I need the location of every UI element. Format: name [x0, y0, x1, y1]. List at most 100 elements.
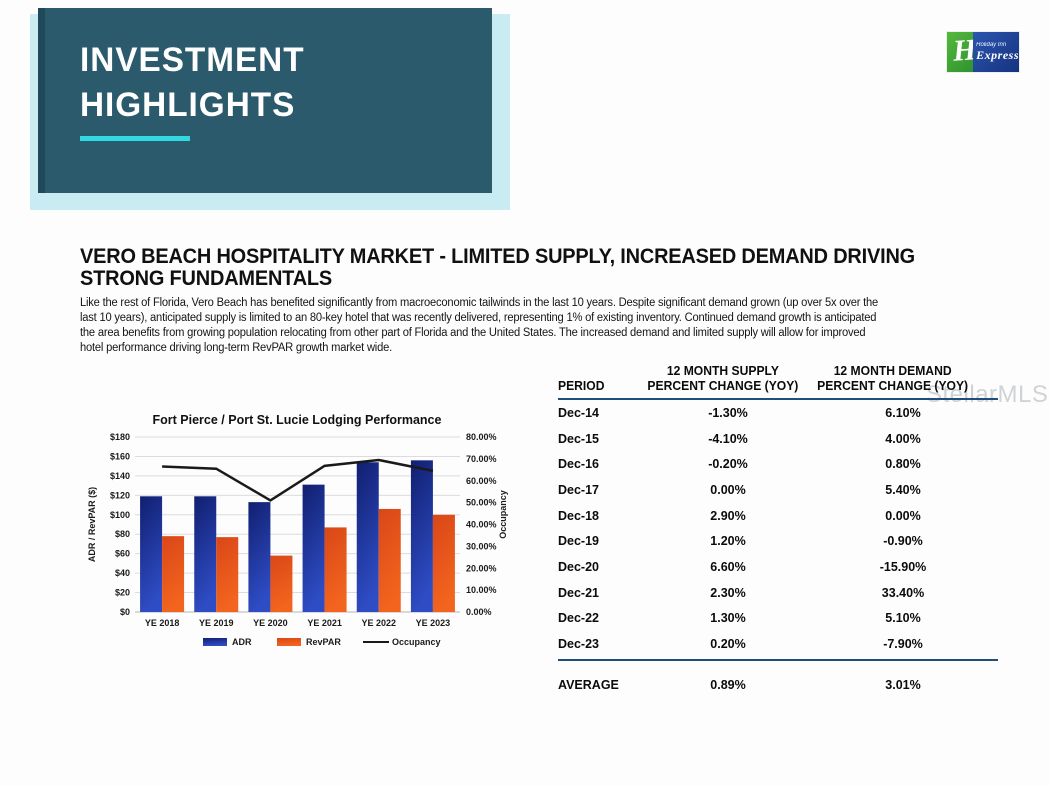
- logo-brand-express: Express: [976, 47, 1019, 62]
- banner-title-line1: INVESTMENT: [80, 41, 305, 79]
- table-row: Dec-16 -0.20% 0.80%: [558, 451, 998, 477]
- supply-cell: 6.60%: [710, 559, 746, 574]
- right-axis-tick: 80.00%: [466, 432, 497, 442]
- right-axis-tick: 70.00%: [466, 454, 497, 464]
- table-row: Dec-20 6.60% -15.90%: [558, 554, 998, 580]
- right-axis-tick: 0.00%: [466, 607, 492, 617]
- stellarmls-watermark: StellarMLS: [926, 381, 1049, 408]
- supply-cell: -4.10%: [708, 431, 748, 446]
- banner-left-edge: [38, 8, 45, 193]
- supply-cell: 0.00%: [710, 482, 746, 497]
- demand-cell: 4.00%: [885, 431, 921, 446]
- legend-label: RevPAR: [306, 637, 341, 647]
- right-axis-tick: 30.00%: [466, 541, 497, 551]
- right-axis-tick: 20.00%: [466, 563, 497, 573]
- holiday-inn-express-logo: H Holiday Inn Express: [946, 31, 1020, 73]
- table-row: Dec-19 1.20% -0.90%: [558, 528, 998, 554]
- body-line: the area benefits from growing populatio…: [80, 326, 866, 339]
- x-axis-label: YE 2022: [361, 618, 396, 628]
- banner-title: INVESTMENT HIGHLIGHTS: [80, 38, 305, 128]
- period-cell: Dec-18: [558, 508, 599, 523]
- legend-label: Occupancy: [392, 637, 441, 647]
- supply-cell: 1.30%: [710, 611, 746, 626]
- revpar-bar: [378, 508, 401, 612]
- legend-swatch-adr: [203, 638, 227, 646]
- logo-blue-panel: Holiday Inn Express: [973, 32, 1019, 72]
- left-axis-tick: $20: [115, 588, 130, 598]
- logo-brand-name: Holiday Inn: [976, 41, 1007, 48]
- revpar-bar: [432, 514, 455, 612]
- supply-demand-table: PERIOD 12 MONTH SUPPLY PERCENT CHANGE (Y…: [558, 364, 998, 692]
- average-label: AVERAGE: [558, 677, 619, 692]
- table-row: Dec-15 -4.10% 4.00%: [558, 426, 998, 452]
- section-heading: VERO BEACH HOSPITALITY MARKET - LIMITED …: [80, 245, 916, 290]
- demand-cell: -7.90%: [883, 637, 923, 652]
- revpar-bar: [162, 536, 185, 612]
- right-axis-tick: 10.00%: [466, 585, 497, 595]
- banner-title-line2: HIGHLIGHTS: [80, 86, 296, 124]
- right-axis-tick: 50.00%: [466, 498, 497, 508]
- period-cell: Dec-23: [558, 637, 599, 652]
- table-row: Dec-23 0.20% -7.90%: [558, 631, 998, 657]
- right-axis-title: Occupancy: [498, 490, 508, 539]
- table-header-rule: [558, 398, 998, 400]
- header-period: PERIOD: [558, 378, 605, 393]
- demand-cell: 5.40%: [885, 482, 921, 497]
- demand-cell: 6.10%: [885, 405, 921, 420]
- logo-h-monogram: H: [951, 33, 974, 68]
- period-cell: Dec-19: [558, 534, 599, 549]
- adr-bar: [194, 496, 217, 612]
- logo-green-panel: H: [947, 32, 974, 72]
- occupancy-line: [162, 458, 434, 502]
- supply-cell: 2.90%: [710, 508, 746, 523]
- left-axis-title: ADR / RevPAR ($): [87, 487, 97, 562]
- demand-cell: 33.40%: [881, 585, 925, 600]
- adr-bar: [356, 462, 379, 612]
- revpar-bar: [270, 555, 293, 612]
- adr-bar: [410, 460, 433, 612]
- lodging-performance-chart: Fort Pierce / Port St. Lucie Lodging Per…: [85, 408, 515, 660]
- demand-cell: 0.00%: [885, 508, 921, 523]
- table-row: Dec-18 2.90% 0.00%: [558, 503, 998, 529]
- x-axis-label: YE 2021: [307, 618, 342, 628]
- left-axis-tick: $80: [115, 529, 130, 539]
- period-cell: Dec-20: [558, 559, 599, 574]
- left-axis-tick: $140: [110, 471, 130, 481]
- legend-label: ADR: [232, 637, 252, 647]
- demand-cell: -0.90%: [883, 534, 923, 549]
- supply-cell: -0.20%: [708, 457, 748, 472]
- supply-cell: -1.30%: [708, 405, 748, 420]
- left-axis-tick: $120: [110, 490, 130, 500]
- x-axis-label: YE 2023: [416, 618, 451, 628]
- period-cell: Dec-14: [558, 405, 599, 420]
- demand-cell: 0.80%: [885, 457, 921, 472]
- table-average-row: AVERAGE 0.89% 3.01%: [558, 678, 998, 692]
- table-row: Dec-14 -1.30% 6.10%: [558, 400, 998, 426]
- period-cell: Dec-17: [558, 482, 599, 497]
- period-cell: Dec-15: [558, 431, 599, 446]
- x-axis-label: YE 2020: [253, 618, 288, 628]
- table-body: Dec-14 -1.30% 6.10% Dec-15 -4.10% 4.00% Dec-16…: [558, 400, 998, 657]
- right-axis-tick: 40.00%: [466, 520, 497, 530]
- supply-cell: 0.20%: [710, 637, 746, 652]
- body-line: hotel performance driving long-term RevP…: [80, 341, 393, 354]
- period-cell: Dec-16: [558, 457, 599, 472]
- table-row: Dec-21 2.30% 33.40%: [558, 580, 998, 606]
- right-axis-tick: 60.00%: [466, 476, 497, 486]
- header-supply: 12 MONTH SUPPLY PERCENT CHANGE (YOY): [647, 364, 799, 393]
- left-axis-tick: $180: [110, 432, 130, 442]
- x-axis-label: YE 2019: [199, 618, 234, 628]
- adr-bar: [140, 496, 163, 612]
- adr-bar: [248, 502, 271, 612]
- adr-bar: [302, 484, 325, 612]
- section-body: Like the rest of Florida, Vero Beach has…: [80, 296, 878, 356]
- x-axis-label: YE 2018: [145, 618, 180, 628]
- demand-cell: 5.10%: [885, 611, 921, 626]
- left-axis-tick: $160: [110, 451, 130, 461]
- investment-highlights-banner: INVESTMENT HIGHLIGHTS: [38, 8, 492, 193]
- table-row: Dec-17 0.00% 5.40%: [558, 477, 998, 503]
- left-axis-tick: $0: [120, 607, 130, 617]
- left-axis-tick: $40: [115, 568, 130, 578]
- chart-svg: Fort Pierce / Port St. Lucie Lodging Per…: [87, 413, 508, 647]
